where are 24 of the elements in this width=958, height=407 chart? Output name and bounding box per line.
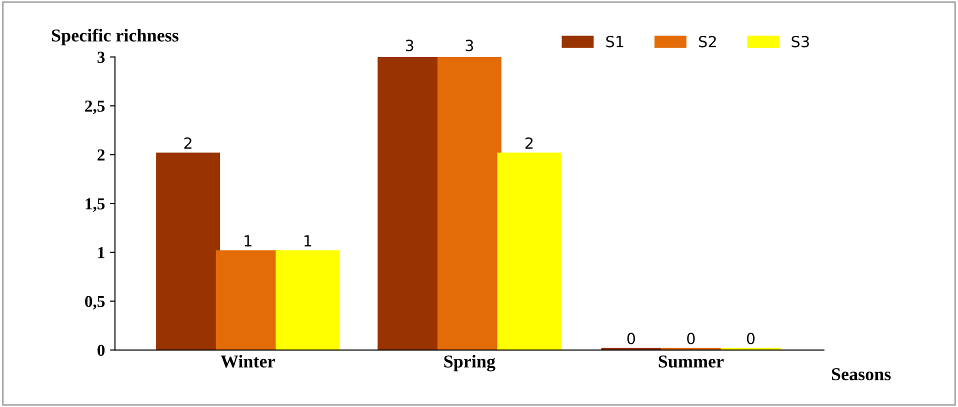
y-tick-label: 0,5 [85, 296, 105, 310]
y-tick-label: 2 [98, 149, 105, 160]
data-label: 2 [184, 137, 192, 149]
y-tick-label: 3 [98, 52, 105, 63]
data-label: 1 [304, 235, 312, 246]
data-label: 0 [746, 332, 755, 344]
data-label: 3 [406, 40, 414, 52]
data-label: 0 [687, 332, 695, 344]
y-tick-label: 1,5 [86, 198, 105, 212]
x-axis-title: Seasons [832, 368, 891, 380]
data-label: 2 [525, 137, 533, 149]
y-tick-label: 2,5 [85, 100, 105, 114]
y-tick-label: 1 [98, 247, 104, 258]
legend-label: S1 [606, 36, 624, 48]
y-tick-label: 0 [98, 344, 105, 356]
legend-label: S3 [792, 36, 809, 48]
y-axis-title: Specific richness [52, 28, 178, 46]
data-label: 1 [244, 235, 252, 246]
data-label: 3 [466, 40, 474, 52]
x-tick-label: Spring [444, 354, 496, 372]
x-tick-label: Winter [220, 354, 275, 368]
legend-label: S2 [698, 36, 716, 48]
x-tick-label: Summer [658, 355, 724, 368]
data-label: 0 [627, 332, 635, 344]
